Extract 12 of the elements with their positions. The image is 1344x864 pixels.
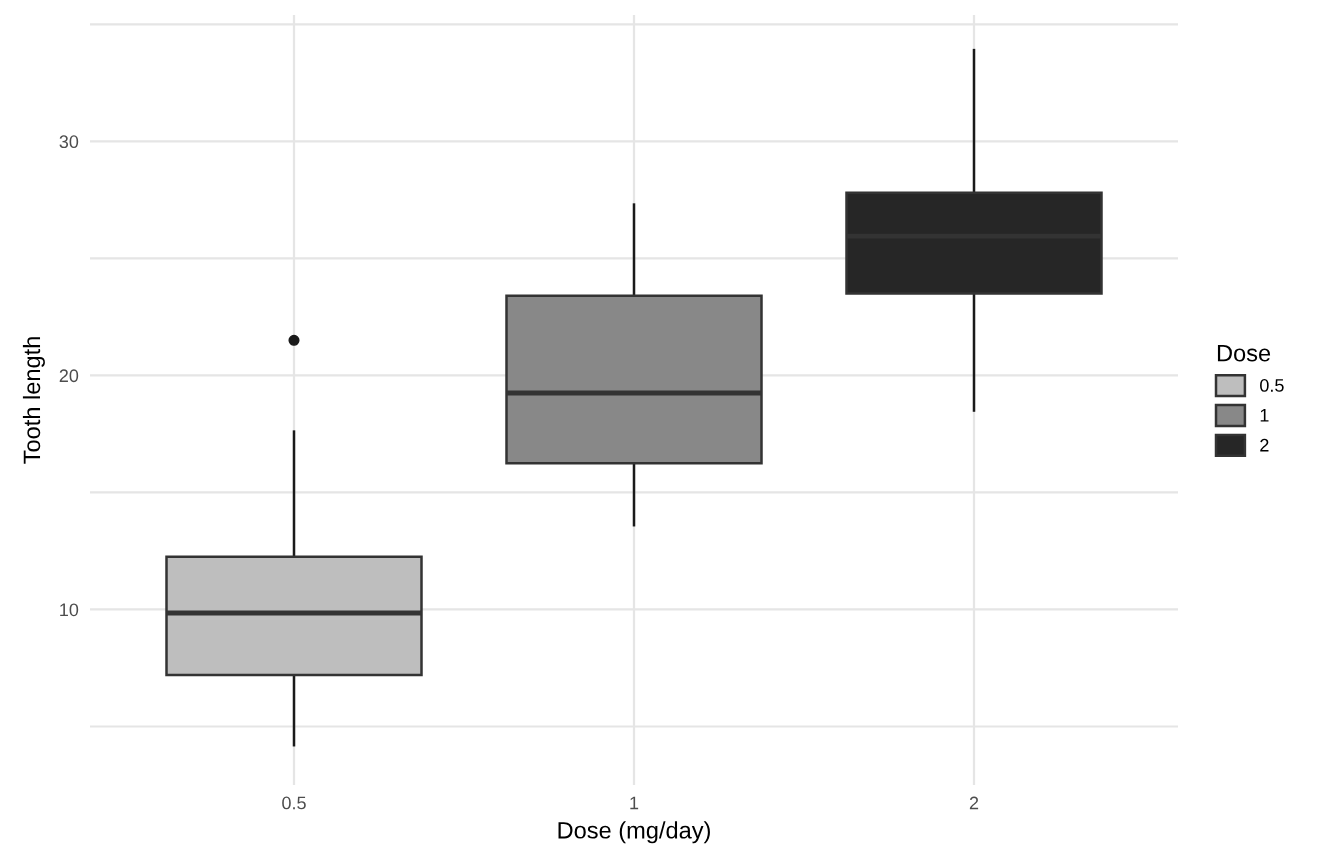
x-tick-label: 1 (630, 796, 639, 810)
legend-label: 2 (1260, 438, 1269, 452)
legend-label: 0.5 (1260, 379, 1284, 392)
y-axis-title: Tooth length (22, 337, 45, 464)
legend-title: Dose (1217, 345, 1271, 362)
y-tick-label: 30 (59, 135, 79, 149)
x-tick-label: 2 (969, 796, 979, 810)
x-axis-title: Dose (mg/day) (558, 821, 710, 844)
y-tick-label: 10 (60, 603, 79, 617)
y-tick-label: 20 (59, 369, 79, 383)
legend-label: 1 (1260, 409, 1269, 422)
x-tick-label: 0.5 (282, 796, 306, 810)
